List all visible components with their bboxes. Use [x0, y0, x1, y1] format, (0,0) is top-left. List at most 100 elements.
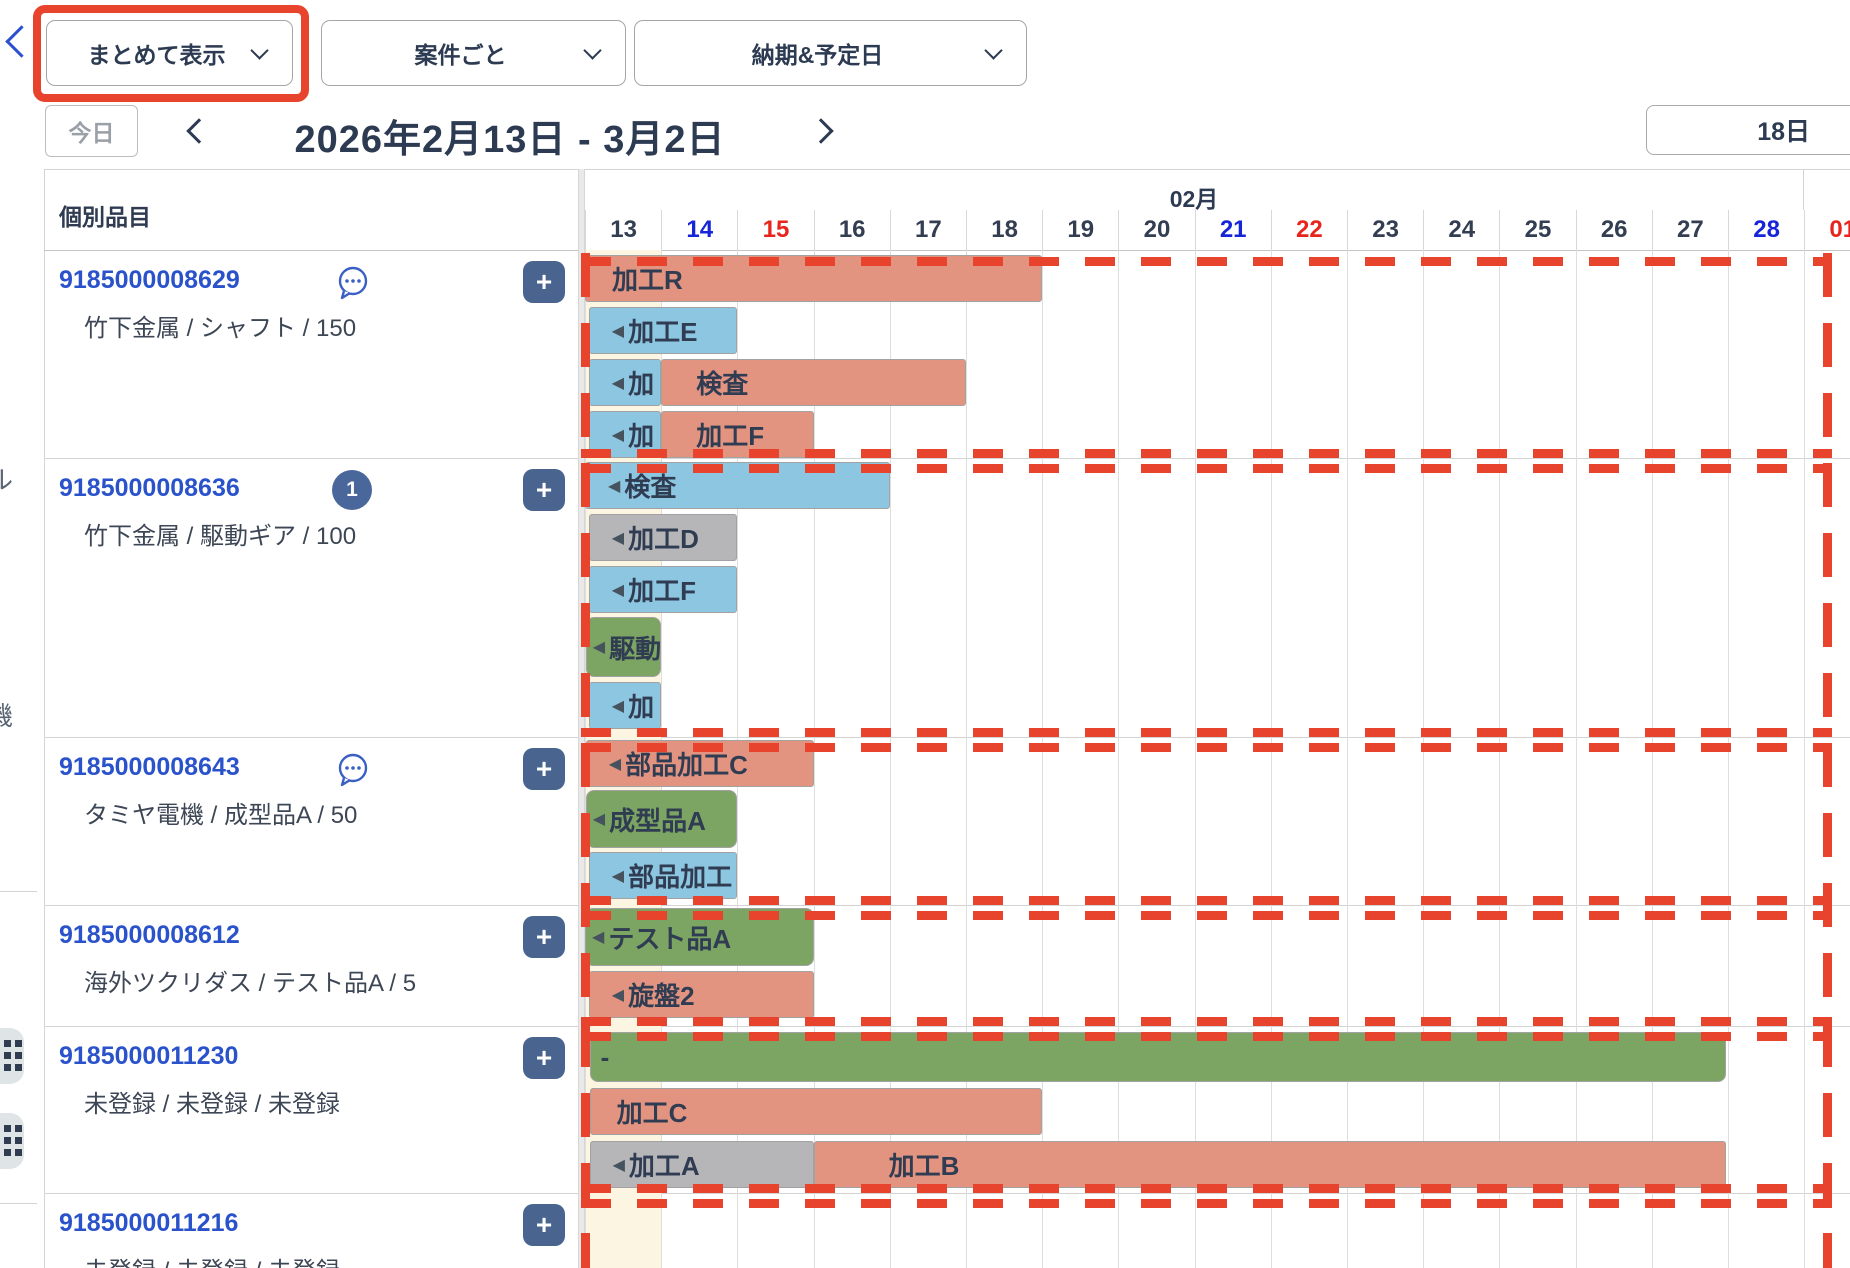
item-subtitle: 未登録 / 未登録 / 未登録: [84, 1251, 340, 1268]
grouping-dropdown[interactable]: 案件ごと: [321, 20, 626, 86]
prev-period-button[interactable]: [186, 118, 212, 144]
gantt-bar-成型品A[interactable]: ◀ 成型品A: [585, 790, 738, 848]
bar-label: 部品加工C: [625, 750, 748, 780]
item-row: 9185000008636 1 竹下金属 / 駆動ギア / 100 +: [0, 458, 578, 737]
item-subtitle: 海外ツクリダス / テスト品A / 5: [84, 970, 417, 997]
dashed-annotation-line-horizontal: [581, 896, 1832, 905]
grid-column-line: [1423, 250, 1425, 1268]
date-range-title: 2026年2月13日 - 3月2日: [294, 119, 726, 161]
panel-left-border: [44, 169, 45, 1268]
add-task-button[interactable]: +: [523, 1037, 565, 1079]
add-task-button[interactable]: +: [523, 469, 565, 511]
left-arrow-icon: ◀: [611, 581, 625, 599]
add-task-button[interactable]: +: [523, 261, 565, 303]
item-id-link[interactable]: 9185000011216: [59, 1209, 239, 1237]
gantt-bar-検査[interactable]: ◀ 検査: [585, 462, 890, 509]
bar-label: 加工F: [696, 421, 765, 451]
grid-column-line: [813, 250, 815, 1268]
range-length-button[interactable]: 18日: [1646, 105, 1850, 155]
date-type-dropdown[interactable]: 納期&予定日: [634, 20, 1027, 86]
add-task-button[interactable]: +: [523, 1204, 565, 1246]
add-task-button[interactable]: +: [523, 916, 565, 958]
dashed-annotation-line-horizontal: [581, 1199, 1832, 1208]
grid-column-line: [1651, 250, 1653, 1268]
sidebar-text-fragment: 機: [0, 696, 13, 728]
gantt-bar-加工B[interactable]: 加工B: [813, 1141, 1726, 1188]
gantt-bar-加[interactable]: ◀ 加: [588, 682, 662, 729]
panel-resize-divider[interactable]: [578, 169, 585, 1268]
chevron-down-icon: [583, 41, 602, 60]
grid-column-line: [1270, 250, 1272, 1268]
gantt-bar-加工D[interactable]: ◀ 加工D: [588, 514, 738, 561]
grid-dots-icon: [4, 1125, 22, 1157]
grouping-label: 案件ごと: [414, 42, 507, 68]
gantt-bar-加工F[interactable]: ◀ 加工F: [588, 566, 738, 613]
gantt-bar-テスト品A[interactable]: ◀ テスト品A: [585, 908, 814, 966]
row-boundary-line: [44, 737, 1850, 738]
bar-label: 部品加工: [628, 862, 733, 892]
item-id-link[interactable]: 9185000008612: [59, 921, 240, 949]
sidebar-list-button[interactable]: [0, 1028, 24, 1084]
display-mode-dropdown[interactable]: まとめて表示: [46, 20, 293, 86]
item-row: 9185000008612 海外ツクリダス / テスト品A / 5 +: [0, 905, 578, 1026]
gantt-bar-加[interactable]: ◀ 加: [588, 411, 662, 458]
sidebar-list-button[interactable]: [0, 1113, 24, 1169]
gantt-bar-加[interactable]: ◀ 加: [588, 359, 662, 406]
item-id-link[interactable]: 9185000008636: [59, 474, 240, 502]
grid-column-line: [1347, 250, 1348, 1268]
grid-column-line: [1194, 250, 1196, 1268]
back-chevron-icon[interactable]: [5, 25, 38, 58]
bar-label: -: [600, 1041, 610, 1072]
day-header-16: 16: [813, 210, 890, 250]
item-row: 9185000008643 タミヤ電機 / 成型品A / 50 +: [0, 737, 578, 905]
day-header-28: 28: [1728, 210, 1805, 250]
chevron-down-icon: [984, 41, 1003, 60]
gantt-bar-加工C[interactable]: 加工C: [589, 1088, 1043, 1135]
gantt-bar-加工F[interactable]: 加工F: [661, 411, 814, 458]
gantt-bar-加工A[interactable]: ◀ 加工A: [589, 1141, 814, 1188]
item-id-link[interactable]: 9185000008629: [59, 266, 240, 294]
row-boundary-line: [44, 1193, 1850, 1194]
gantt-bar-駆動[interactable]: ◀ 駆動: [585, 617, 662, 677]
day-header-23: 23: [1347, 210, 1424, 250]
next-period-button[interactable]: [808, 118, 834, 144]
day-header-14: 14: [661, 210, 738, 250]
day-header-25: 25: [1499, 210, 1576, 250]
grid-column-line: [1728, 250, 1729, 1268]
day-header-27: 27: [1651, 210, 1728, 250]
bar-label: 加工E: [628, 317, 698, 347]
date-type-label: 納期&予定日: [751, 42, 884, 68]
gantt-bar-加工E[interactable]: ◀ 加工E: [588, 307, 738, 354]
left-arrow-icon: ◀: [611, 374, 625, 392]
chat-bubble-icon[interactable]: [332, 264, 374, 304]
day-header-18: 18: [966, 210, 1043, 250]
row-boundary-line: [44, 905, 1850, 906]
grid-column-line: [1575, 250, 1577, 1268]
day-header-19: 19: [1042, 210, 1119, 250]
bar-label: 加工F: [628, 576, 696, 606]
left-arrow-icon: ◀: [611, 986, 625, 1004]
chat-bubble-icon[interactable]: [332, 751, 374, 791]
left-arrow-icon: ◀: [611, 697, 625, 715]
item-subtitle: タミヤ電機 / 成型品A / 50: [84, 802, 358, 829]
gantt-bar-旋盤2[interactable]: ◀ 旋盤2: [588, 971, 814, 1018]
day-header-15: 15: [737, 210, 814, 250]
grid-column-line: [889, 250, 891, 1268]
gantt-bar-dash[interactable]: -: [589, 1032, 1726, 1082]
day-header-13: 13: [585, 210, 662, 250]
item-id-link[interactable]: 9185000008643: [59, 753, 240, 781]
item-id-link[interactable]: 9185000011230: [59, 1042, 239, 1070]
bar-label: 加工R: [612, 265, 683, 295]
gantt-bar-加工R[interactable]: 加工R: [585, 255, 1043, 302]
chevron-down-icon: [250, 41, 269, 60]
add-task-button[interactable]: +: [523, 748, 565, 790]
gantt-bar-検査[interactable]: 検査: [661, 359, 966, 406]
today-button[interactable]: 今日: [45, 105, 138, 157]
row-boundary-line: [44, 458, 1850, 459]
day-header-17: 17: [889, 210, 966, 250]
bar-label: 検査: [696, 369, 749, 399]
gantt-bar-部品加工C[interactable]: ◀ 部品加工C: [585, 740, 814, 787]
bar-label: 加: [628, 421, 655, 451]
gantt-bar-部品加工[interactable]: ◀ 部品加工: [588, 852, 738, 899]
